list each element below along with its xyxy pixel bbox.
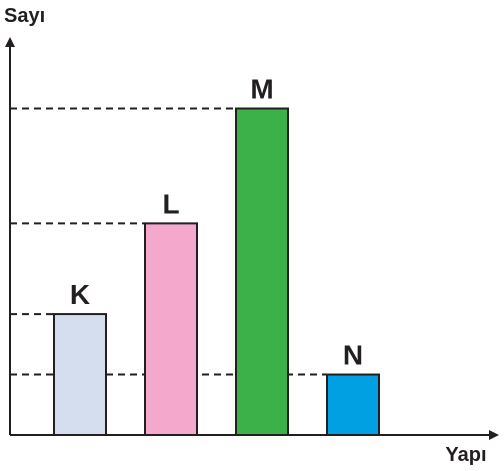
bar-label-l: L: [162, 188, 179, 219]
bar-label-n: N: [343, 340, 363, 371]
bar-label-m: M: [250, 74, 273, 105]
bar-n: [326, 373, 380, 436]
bars-group: [53, 107, 380, 437]
bar-l: [144, 222, 198, 436]
bar-label-k: K: [70, 279, 90, 310]
y-axis-label: Sayı: [4, 5, 45, 27]
x-axis-label: Yapı: [445, 444, 486, 466]
bar-k: [53, 313, 107, 437]
bar-labels-group: K L M N: [70, 74, 363, 371]
bar-m: [235, 107, 289, 436]
